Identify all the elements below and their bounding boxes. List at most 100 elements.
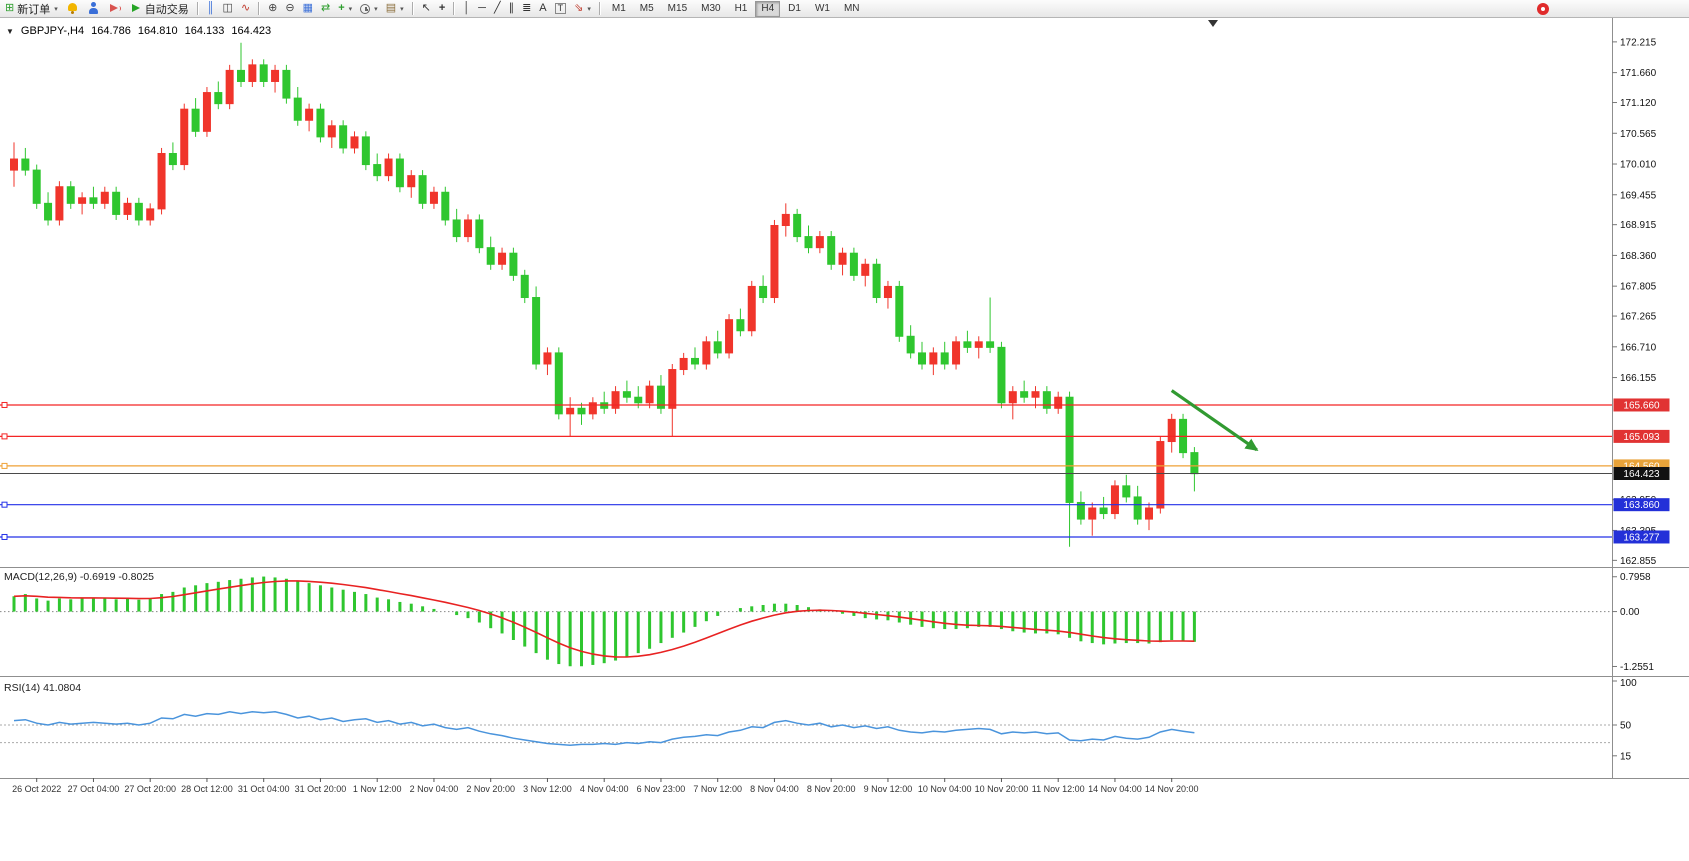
auto-trading-button-label: 自动交易 [144,3,189,16]
resistance-line-2-anchor[interactable] [1,433,8,440]
candle-body [532,297,541,365]
chart-shift-marker[interactable] [1208,20,1218,27]
time-axis-label: 2 Nov 20:00 [466,784,515,794]
candle-body [191,108,200,132]
time-axis-label: 6 Nov 23:00 [637,784,686,794]
candle-body [509,252,518,276]
candle-body [316,108,325,138]
timeframe-W1[interactable]: W1 [814,2,830,14]
timeframe-M5[interactable]: M5 [639,2,654,14]
support-line-2-anchor[interactable] [1,533,8,540]
candle-body [827,236,836,265]
candle-body [691,357,699,365]
new-order-icon: ⊞ [5,2,15,14]
time-axis-label: 7 Nov 12:00 [693,784,742,794]
arrows-button[interactable]: ⇘ ▾ [571,1,594,16]
tile-windows-button[interactable]: ▦ [300,1,316,16]
candle-body [1156,441,1165,509]
trendline-button[interactable]: ╱ [491,1,504,16]
candle-body [339,125,348,149]
macd-signal-line [13,580,1195,658]
caret-down-icon: ▾ [587,5,591,13]
alerts-bell-button[interactable] [63,1,82,16]
templates-button[interactable]: ▤ ▾ [383,1,407,16]
candle-body [906,335,915,354]
indicators-button[interactable]: + ▾ [335,1,355,16]
price-axis-label: 167.265 [1620,312,1657,323]
candle-body [952,341,961,365]
candle-body [123,202,132,215]
candle-body [100,191,109,204]
candle-body [929,352,938,365]
line-chart-mode-button[interactable]: ∿ [238,1,253,16]
candle-chart-mode-button[interactable]: ◫ [220,1,236,16]
timeframe-H4[interactable]: H4 [755,0,781,17]
rsi-axis-label: 100 [1620,678,1637,689]
fibonacci-button[interactable]: ≣ [519,1,534,16]
candle-body [986,341,995,348]
timeframe-D1[interactable]: D1 [788,2,801,14]
cursor-button[interactable]: ↖ [419,1,434,16]
candle-body [895,285,904,337]
candle-body [1122,485,1131,498]
auto-arrange-button[interactable]: ⇄ [318,1,333,16]
zoom-in-button[interactable]: ⊕ [265,1,280,16]
timeframe-M15[interactable]: M15 [667,2,688,14]
candle-body [1031,391,1040,398]
periods-button[interactable]: ▾ [357,1,381,16]
toolbar-separator [411,2,414,15]
notification-icon[interactable] [1537,3,1549,15]
pivot-line-badge-label: 164.560 [1623,461,1660,472]
pivot-line-anchor[interactable] [1,462,8,469]
candle-body [520,274,529,299]
channel-icon: ∥ [508,2,515,14]
textA-icon: A [539,2,547,14]
toolbar-separator [453,2,456,15]
price-axis-label: 168.915 [1620,220,1657,231]
news-button[interactable] [105,1,124,16]
timeframe-H1[interactable]: H1 [734,2,748,14]
candle-body [1008,391,1017,404]
channel-button[interactable]: ∥ [506,1,518,16]
trend-arrow-annotation[interactable] [1170,389,1259,452]
candle-body [702,341,711,365]
candle-body [645,385,654,404]
candle-body [361,136,370,166]
candle-body [1065,396,1074,503]
toolbar-separator [258,2,261,15]
bar-chart-mode-button[interactable]: ║ [204,1,218,16]
label-button[interactable]: T [552,1,570,16]
toolbar-separator [598,2,601,15]
candle-body [225,69,234,105]
candle-body [237,69,245,82]
candle-body [713,341,722,354]
open-value: 164.786 [91,25,131,37]
support-line-1-anchor[interactable] [1,501,8,508]
zoom-out-button[interactable]: ⊖ [282,1,297,16]
candle-body [1020,391,1029,398]
candle-body [418,175,427,204]
candle-body [202,92,211,132]
timeframe-M30[interactable]: M30 [701,2,721,14]
bars-icon: ║ [206,2,215,14]
resistance-line-1-anchor[interactable] [1,401,8,408]
price-axis-label: 171.120 [1620,98,1657,109]
crosshair-button[interactable]: + [436,1,448,16]
chart-menu-caret-icon[interactable]: ▼ [6,26,14,36]
rsi-panel: 100 50 15 RSI(14) 41.0804 [0,678,1637,762]
caret-down-icon: ▾ [400,5,404,13]
horizontal-line-button[interactable]: ─ [475,1,489,16]
toolbar: ⊞ 新订单 ▾ 自动交易 ║ ◫ ∿ ⊕ ⊖ ▦ ⇄ + ▾ ▾ ▤ ▾ ↖ + │ ─ ╱ ∥ ≣ A T ⇘ ▾ M1 M5 M15 M… [0,0,1689,18]
new-order-button[interactable]: ⊞ 新订单 ▾ [2,1,61,16]
candle-body [770,225,779,299]
vertical-line-button[interactable]: │ [460,1,473,16]
text-button[interactable]: A [536,1,549,16]
template-icon: ▤ [385,2,397,14]
timeframe-M1[interactable]: M1 [611,2,626,14]
resistance-line-1-badge-label: 165.660 [1623,400,1660,411]
timeframe-MN[interactable]: MN [843,2,860,14]
low-value: 164.133 [184,25,225,37]
auto-trading-button[interactable]: 自动交易 [126,1,192,16]
community-button[interactable] [84,1,103,16]
candle-body [804,236,813,249]
